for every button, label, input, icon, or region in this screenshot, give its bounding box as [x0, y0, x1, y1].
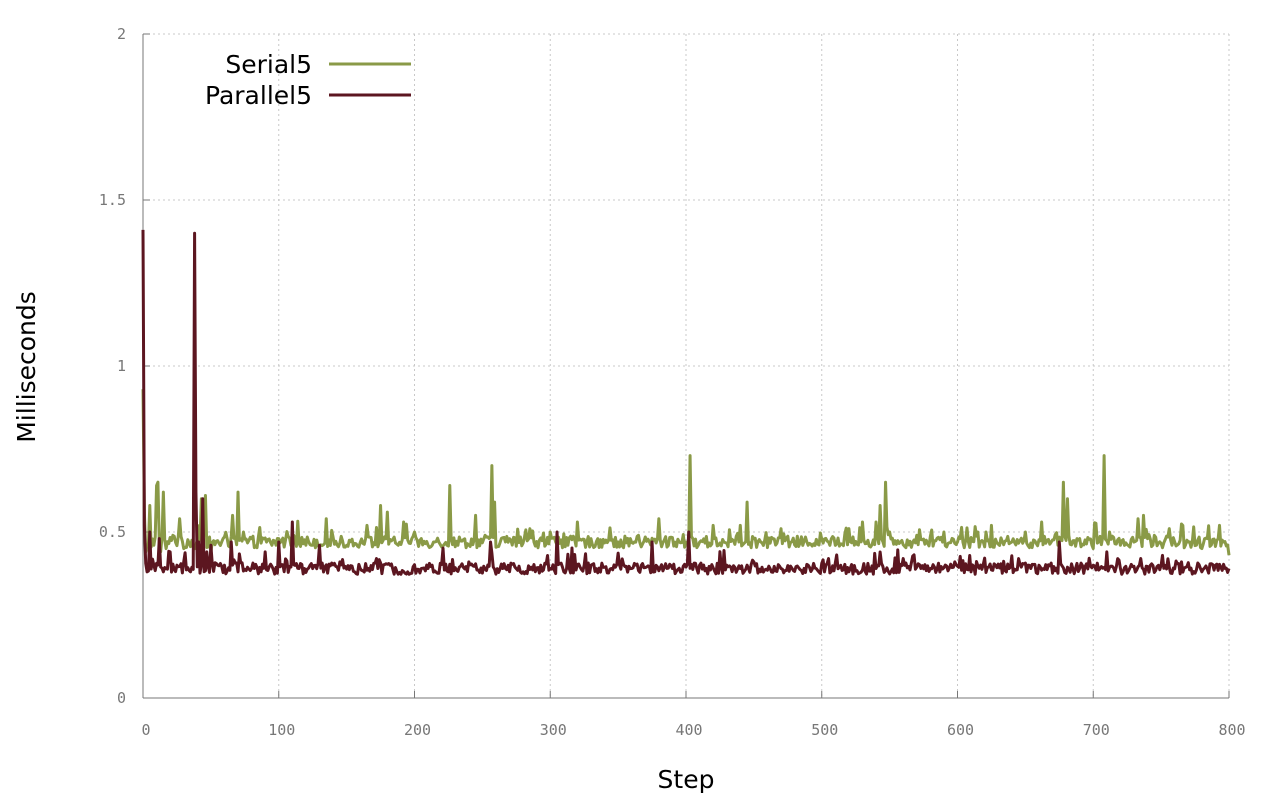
x-tick-label: 200: [404, 721, 431, 739]
y-tick-label: 1.5: [99, 191, 126, 209]
series-lines: [141, 229, 1231, 576]
series-line-parallel5: [141, 229, 1231, 576]
series-line-serial5: [141, 389, 1231, 556]
y-tick-label: 2: [117, 25, 126, 43]
axes: 0 0.5 1 1.5 2 0 100 200 300 400 500 600 700 800: [99, 25, 1246, 739]
x-tick-label: 500: [811, 721, 838, 739]
x-tick-label: 600: [947, 721, 974, 739]
x-tick-label: 0: [141, 721, 150, 739]
y-axis-label: Milliseconds: [12, 291, 41, 443]
x-axis-label: Step: [658, 765, 715, 794]
x-tick-label: 300: [540, 721, 567, 739]
x-tick-label: 100: [268, 721, 295, 739]
y-tick-label: 0: [117, 689, 126, 707]
legend-label-parallel5: Parallel5: [205, 81, 312, 110]
legend-label-serial5: Serial5: [225, 50, 312, 79]
y-tick-label: 0.5: [99, 523, 126, 541]
x-tick-label: 400: [675, 721, 702, 739]
y-tick-label: 1: [117, 357, 126, 375]
x-tick-label: 800: [1218, 721, 1245, 739]
grid-lines: [143, 33, 1230, 698]
x-tick-label: 700: [1083, 721, 1110, 739]
